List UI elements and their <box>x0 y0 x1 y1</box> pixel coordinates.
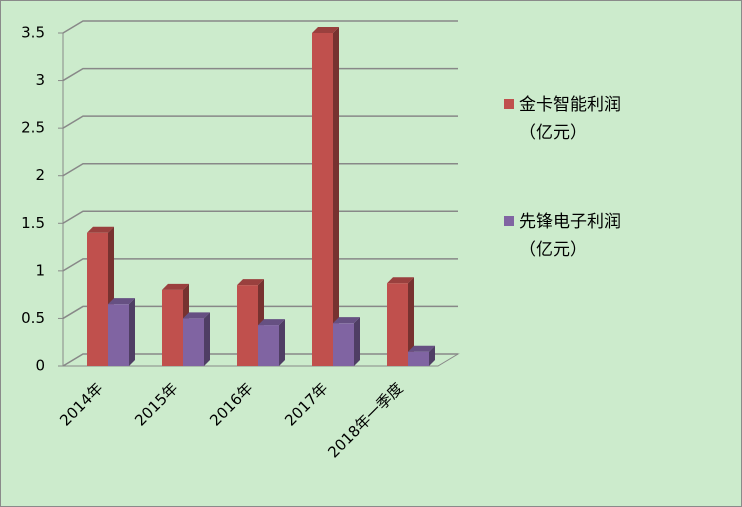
bar-top <box>333 317 360 324</box>
bar-side <box>354 317 360 366</box>
bar-top <box>237 279 264 286</box>
x-tick-label: 2014年 <box>56 379 106 429</box>
grid-line <box>62 258 458 272</box>
bar-top <box>87 226 114 233</box>
bar <box>183 312 210 366</box>
y-tick-label: 3 <box>35 71 45 89</box>
bar-front <box>87 232 108 366</box>
bar-front <box>387 283 408 366</box>
bar-side <box>129 298 135 366</box>
y-tick-label: 2 <box>35 166 45 184</box>
grid-line <box>62 210 458 224</box>
x-tick-label: 2018年一季度 <box>324 379 406 461</box>
legend-label: 先锋电子利润（亿元） <box>519 212 621 260</box>
x-tick-label: 2015年 <box>131 379 181 429</box>
bar <box>408 345 435 366</box>
bar-front <box>237 285 258 366</box>
bar-top <box>387 277 414 284</box>
legend-swatch <box>504 99 514 109</box>
legend-label: 金卡智能利润（亿元） <box>519 95 621 143</box>
y-tick-label: 2.5 <box>21 119 45 137</box>
bar-front <box>183 318 204 366</box>
bar-top <box>312 27 339 33</box>
y-tick-label: 1.5 <box>21 214 45 232</box>
bar-front <box>333 323 354 366</box>
legend-swatch <box>504 216 514 226</box>
bar-front <box>312 33 333 366</box>
y-tick-label: 0.5 <box>21 309 45 327</box>
grid-line <box>62 162 458 177</box>
bar <box>108 298 135 366</box>
bar <box>258 319 285 366</box>
bar-front <box>258 325 279 366</box>
bar-side <box>429 345 435 366</box>
bar-top <box>408 345 435 352</box>
bar-side <box>408 277 414 366</box>
bar-front <box>408 351 429 366</box>
y-tick-label: 1 <box>35 261 45 279</box>
bar-top <box>108 298 135 305</box>
y-tick-label: 3.5 <box>21 24 45 42</box>
bar <box>333 317 360 366</box>
x-tick-label: 2017年 <box>281 379 331 429</box>
grid-line <box>62 20 458 34</box>
x-tick-label: 2016年 <box>206 379 256 429</box>
grid-line <box>62 67 458 82</box>
bar <box>387 277 414 366</box>
bar-side <box>333 27 339 366</box>
bar-side <box>204 312 210 366</box>
grid-line <box>62 115 458 129</box>
bar <box>312 27 339 366</box>
bar-top <box>183 312 210 319</box>
y-tick-label: 0 <box>35 357 45 375</box>
bar-front <box>108 304 129 366</box>
bar-top <box>258 319 285 326</box>
bar-side <box>279 319 285 366</box>
bar-top <box>162 283 189 290</box>
bar-front <box>162 289 183 366</box>
